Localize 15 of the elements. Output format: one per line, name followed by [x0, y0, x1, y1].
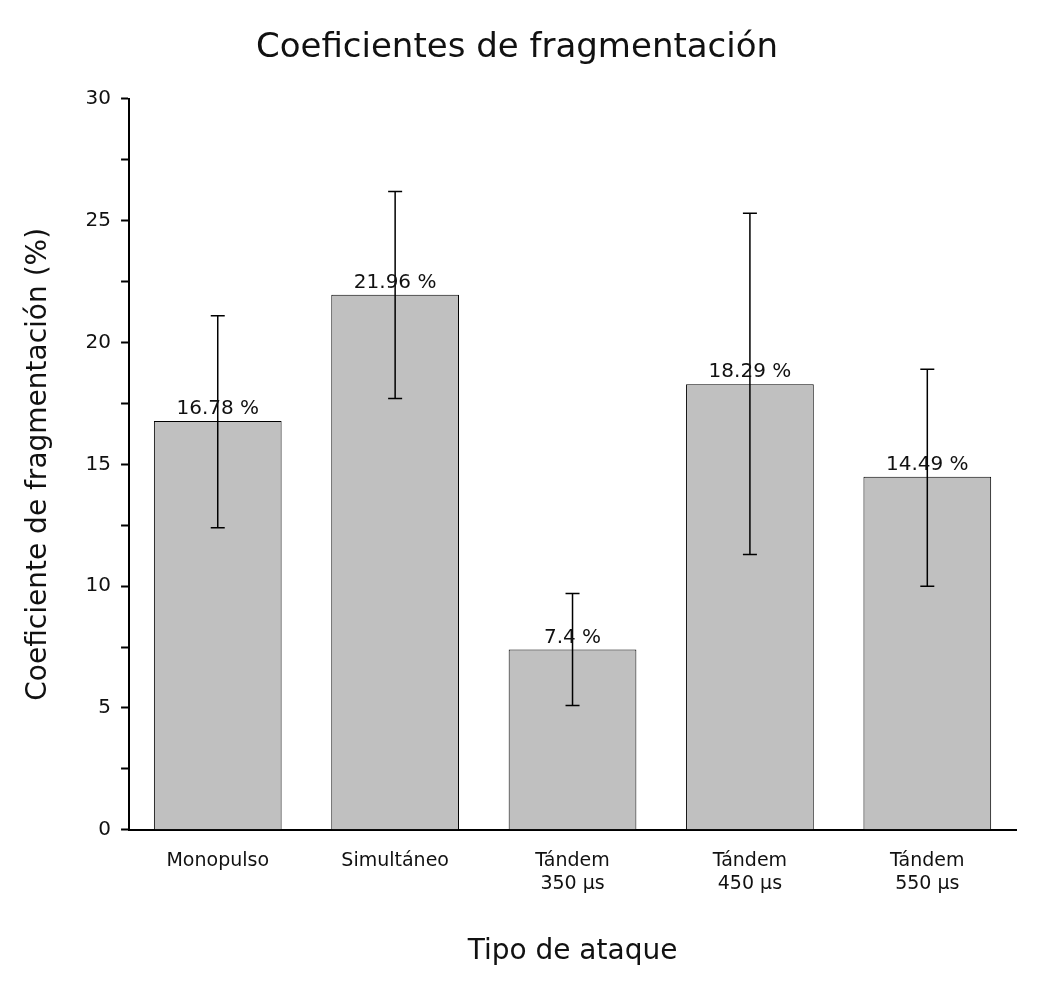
x-tick-label: Monopulso — [166, 848, 270, 871]
y-tick-label: 15 — [85, 450, 112, 475]
y-tick-label: 25 — [85, 206, 112, 231]
x-tick-label: Tándem 450 µs — [711, 848, 788, 893]
x-tick-label: Tándem 350 µs — [534, 848, 610, 893]
x-tick-label: Tándem 550 µs — [889, 848, 965, 893]
chart-title: Coeficientes de fragmentación — [255, 25, 779, 66]
y-axis-title: Coeficiente de fragmentación (%) — [20, 227, 54, 701]
x-tick-label: Simultáneo — [341, 848, 449, 871]
y-tick-label: 5 — [98, 694, 112, 719]
x-axis-title: Tipo de ataque — [466, 933, 678, 967]
y-tick-label: 0 — [98, 816, 112, 840]
y-tick-label: 30 — [85, 85, 112, 109]
y-tick-label: 10 — [85, 572, 112, 597]
y-tick-label: 20 — [85, 328, 112, 353]
